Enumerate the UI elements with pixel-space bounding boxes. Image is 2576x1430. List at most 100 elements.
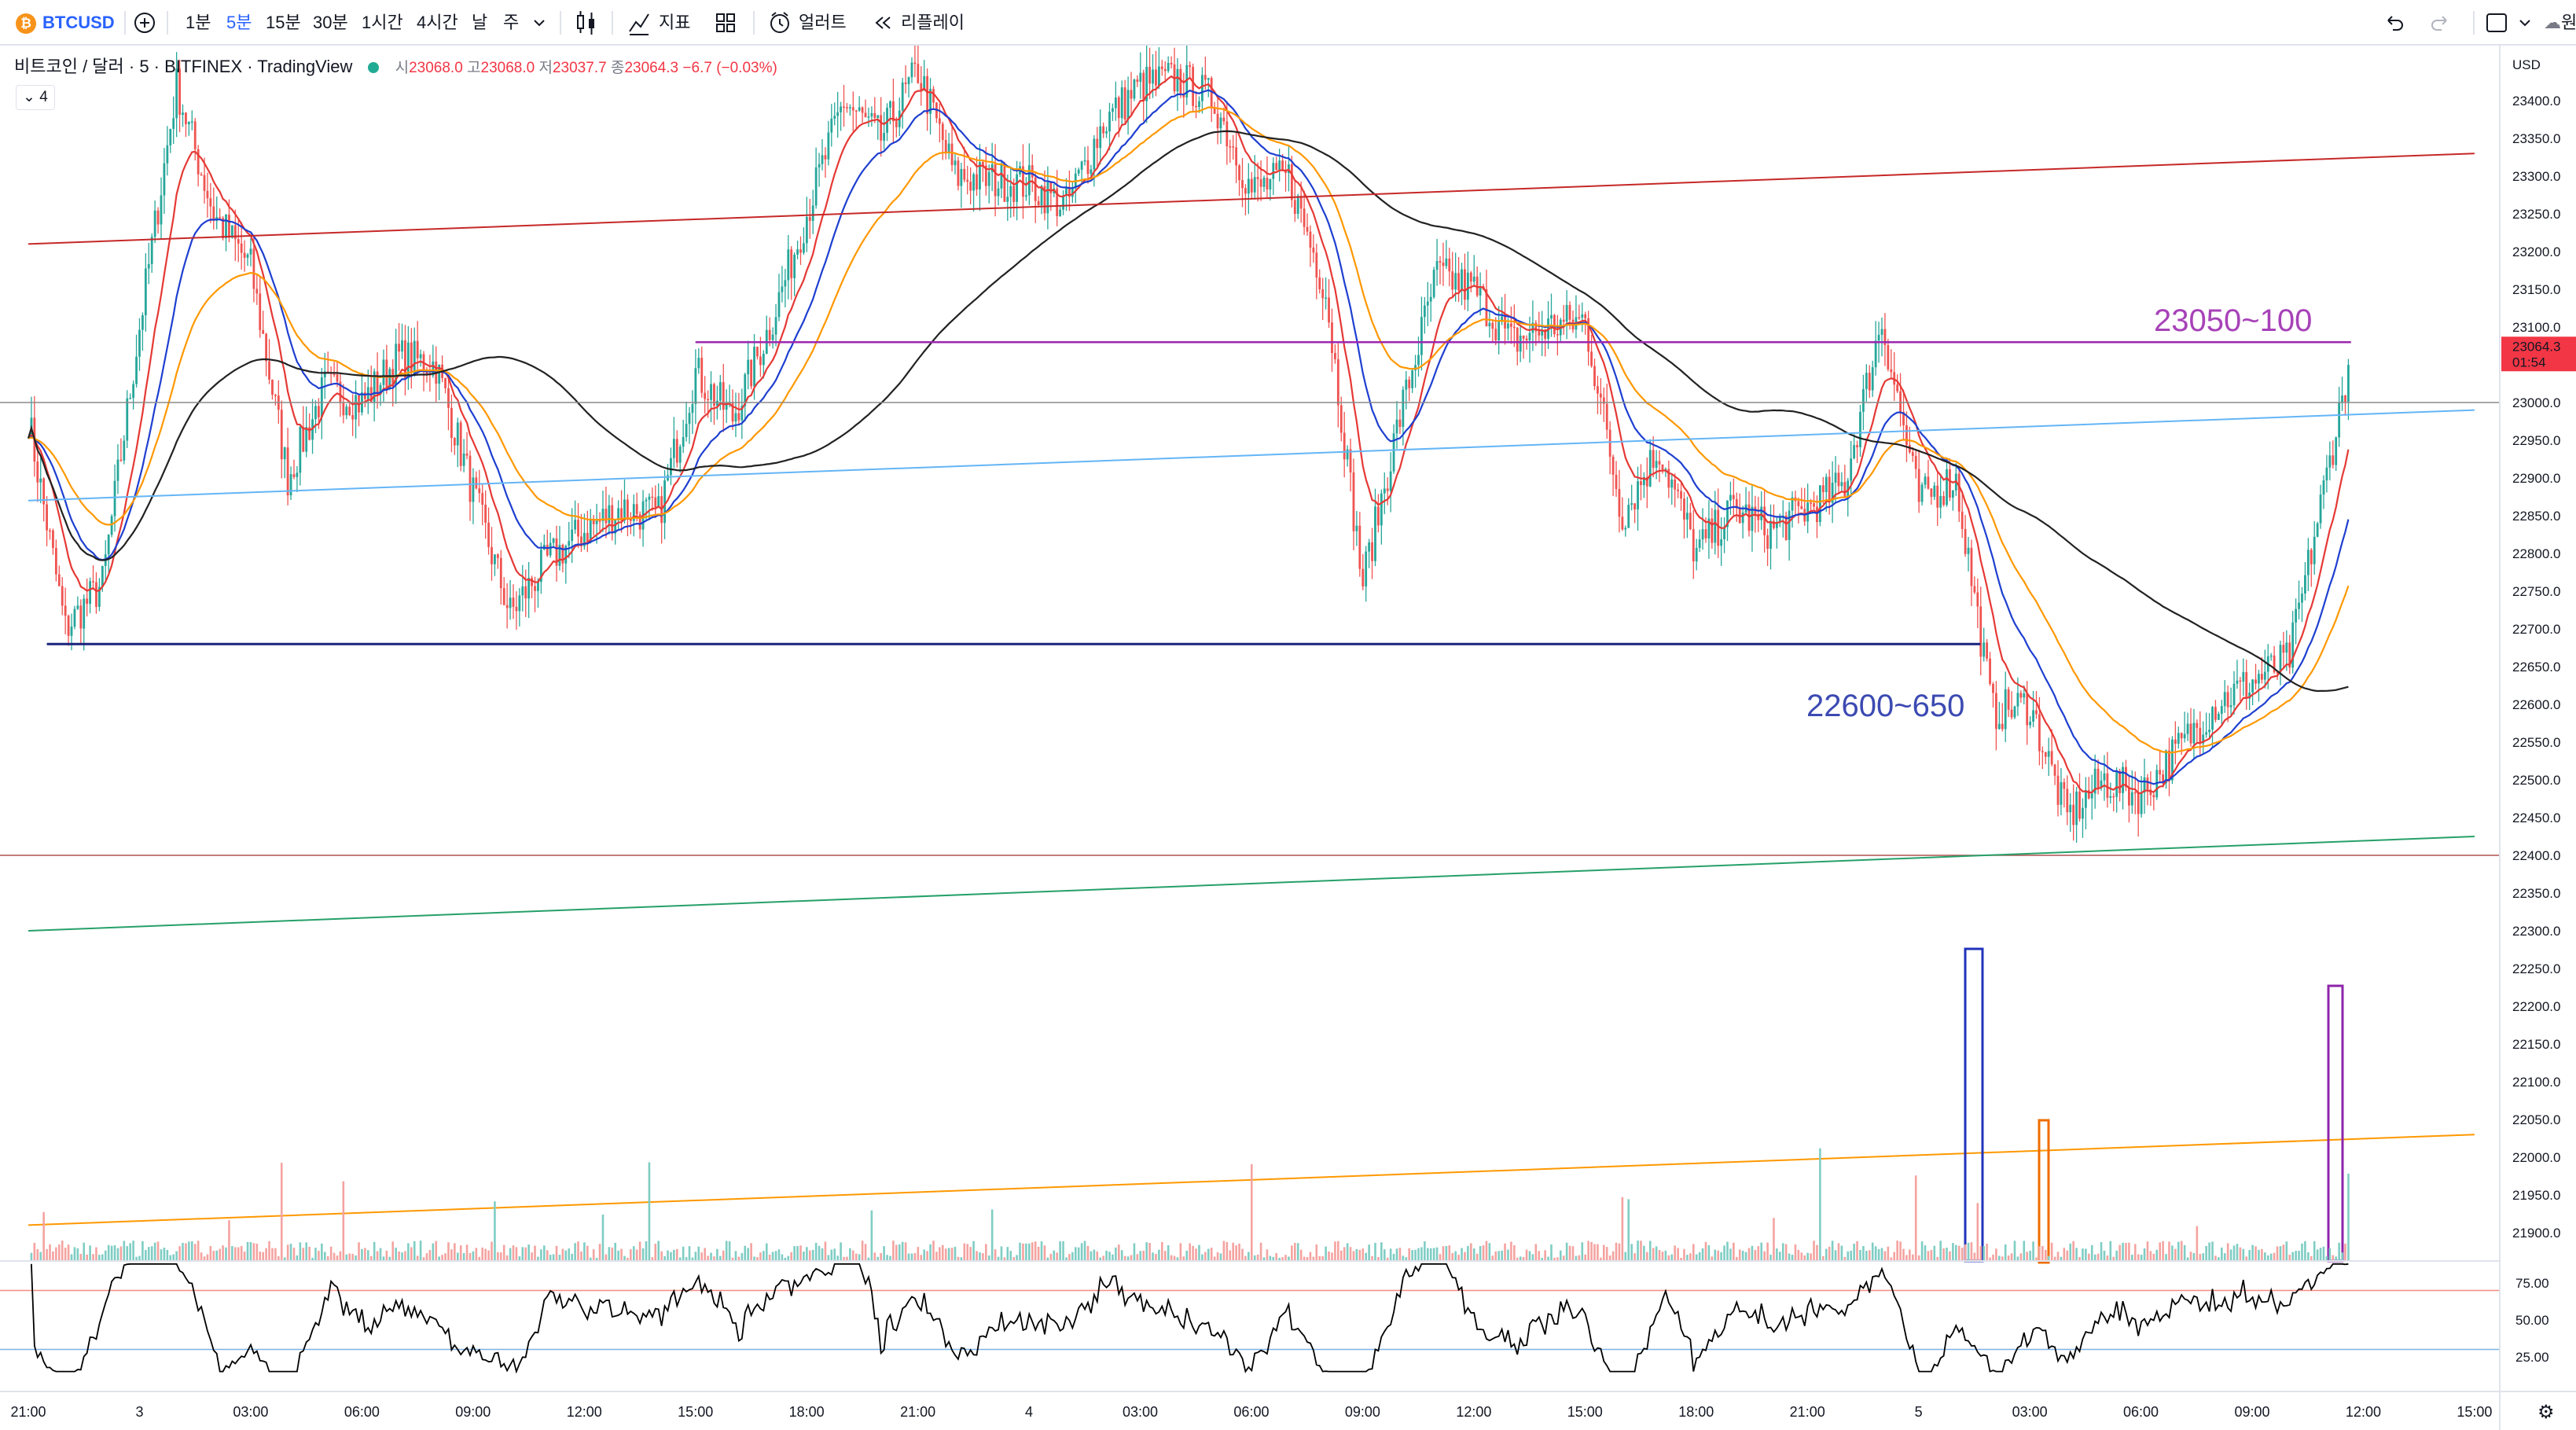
change-value: −6.7 (−0.03%) [682, 60, 777, 76]
interval-30m[interactable]: 30분 [313, 13, 348, 32]
volume-bar [1677, 1248, 1679, 1261]
candle-body [1160, 66, 1163, 69]
volume-bar [1361, 1248, 1365, 1261]
volume-bar [1022, 1243, 1024, 1261]
volume-bar [1883, 1251, 1887, 1261]
indicators-button[interactable]: 지표 [659, 13, 691, 32]
volume-bar [1822, 1255, 1825, 1261]
volume-bar [1504, 1243, 1506, 1261]
candle-body [1565, 304, 1568, 322]
volume-bar [1470, 1243, 1472, 1261]
volume-bar [339, 1251, 342, 1261]
interval-5m[interactable]: 5분 [226, 13, 252, 32]
publish-button[interactable]: ☁원고 [2544, 0, 2576, 46]
volume-bar [419, 1241, 422, 1261]
red-trend-line [28, 153, 2475, 245]
candle-body [994, 164, 997, 197]
candle-body [1027, 165, 1031, 196]
undo-icon[interactable] [2382, 0, 2405, 46]
volume-bar [2266, 1255, 2269, 1261]
candle-body [1553, 314, 1556, 335]
replay-icon[interactable] [873, 0, 893, 46]
volume-bar [947, 1248, 950, 1261]
replay-button[interactable]: 리플레이 [901, 13, 965, 32]
candle-body [1262, 178, 1266, 187]
interval-4h[interactable]: 4시간 [417, 13, 458, 32]
candle-body [1451, 271, 1454, 290]
layout-dropdown-icon[interactable] [2517, 0, 2533, 46]
volume-bar [1670, 1254, 1674, 1261]
layout-templates-icon[interactable] [714, 0, 737, 46]
alert-clock-icon[interactable] [767, 0, 792, 46]
candle-body [1720, 539, 1723, 546]
volume-bar [1729, 1248, 1732, 1261]
redo-icon[interactable] [2429, 0, 2453, 46]
volume-bar [138, 1255, 141, 1261]
candle-body [1296, 196, 1299, 214]
rsi-tick-label: 25.00 [2515, 1350, 2549, 1365]
indicators-icon[interactable] [627, 0, 651, 46]
volume-bar [1003, 1257, 1006, 1261]
settings-gear-icon[interactable]: ⚙ [2537, 1402, 2555, 1423]
candle-body [1667, 469, 1670, 488]
interval-day[interactable]: 날 [472, 13, 488, 32]
volume-bar [364, 1248, 366, 1261]
volume-bar [119, 1246, 123, 1261]
volume-bar [104, 1250, 107, 1261]
candle-body [132, 384, 135, 399]
price-tick-label: 22050.0 [2512, 1112, 2560, 1127]
candle-body [61, 586, 64, 606]
candle-body [1970, 547, 1973, 586]
volume-bar [1210, 1248, 1213, 1261]
volume-bar [73, 1247, 76, 1261]
volume-bar [1744, 1252, 1747, 1261]
volume-bar [385, 1250, 388, 1261]
volume-bar [1488, 1243, 1491, 1261]
candle-body [2122, 766, 2124, 793]
volume-bar [827, 1255, 830, 1261]
time-axis: 21:00 3 03:00 06:00 09:00 12:00 15:00 18:00 21:0… [0, 1391, 2576, 1423]
interval-15m[interactable]: 15분 [266, 13, 301, 32]
layout-select-icon[interactable] [2484, 0, 2509, 46]
volume-bar [1920, 1241, 1924, 1261]
candle-body [469, 455, 472, 502]
candle-body [1868, 373, 1871, 391]
symbol-title[interactable]: 비트코인 / 달러 · 5 · BITFINEX · TradingView [14, 57, 353, 76]
candle-body [1850, 458, 1853, 481]
volume-bar [1571, 1246, 1575, 1261]
volume-bar [740, 1252, 744, 1261]
volume-bar [852, 1250, 854, 1261]
volume-bar [895, 1244, 898, 1261]
candle-body [515, 606, 518, 612]
candle-body [963, 168, 966, 180]
volume-bar [296, 1255, 299, 1261]
volume-bar [731, 1257, 734, 1261]
interval-week[interactable]: 주 [503, 13, 520, 32]
interval-1h[interactable]: 1시간 [362, 13, 403, 32]
candle-body [2177, 733, 2180, 744]
interval-1m[interactable]: 1분 [186, 13, 211, 32]
compare-add-icon[interactable] [132, 0, 157, 46]
candle-body [913, 62, 917, 64]
volume-bar [627, 1257, 629, 1261]
volume-bar [744, 1245, 747, 1261]
alert-button[interactable]: 얼러트 [799, 13, 847, 32]
volume-bar [849, 1248, 851, 1261]
candle-body [1680, 491, 1682, 499]
volume-bar [1442, 1246, 1445, 1261]
candle-body [580, 536, 582, 546]
interval-dropdown-icon[interactable] [531, 0, 547, 46]
candle-body [2084, 790, 2087, 808]
volume-bar [1667, 1255, 1670, 1261]
symbol-search-button[interactable]: BTCUSD [42, 13, 115, 32]
candle-style-icon[interactable] [574, 0, 599, 46]
candle-body [2338, 403, 2341, 438]
candle-body [1275, 163, 1278, 170]
candle-body [904, 82, 907, 84]
candle-body [1862, 388, 1865, 412]
indicators-collapse-toggle[interactable]: ⌄ 4 [16, 85, 55, 110]
candle-body [1361, 568, 1365, 586]
volume-bar [1819, 1148, 1821, 1261]
candle-body [2295, 608, 2298, 623]
